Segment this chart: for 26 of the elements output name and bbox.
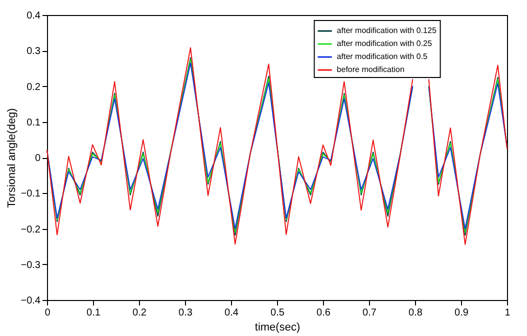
x-tick-label: 0 xyxy=(44,308,51,318)
x-tick-label: 1 xyxy=(504,308,511,318)
y-tick-label: −0.2 xyxy=(20,224,41,236)
x-tick-label: 0.4 xyxy=(224,308,239,318)
legend-label: before modification xyxy=(336,65,404,74)
y-axis-title: Torsional angle(deg) xyxy=(6,108,18,208)
x-tick-label: 0.5 xyxy=(270,308,285,318)
y-tick-label: 0.3 xyxy=(26,46,41,58)
y-tick-label: −0.4 xyxy=(20,296,41,306)
x-tick-label: 0.1 xyxy=(86,308,101,318)
y-tick-label: 0.4 xyxy=(26,10,41,22)
x-tick-label: 0.2 xyxy=(132,308,147,318)
y-tick-label: 0.2 xyxy=(26,82,41,93)
x-tick-label: 0.8 xyxy=(408,308,423,318)
legend-label: after modification with 0.25 xyxy=(336,39,433,48)
y-tick-label: −0.1 xyxy=(20,188,41,200)
y-tick-label: 0.1 xyxy=(26,117,41,128)
x-tick-label: 0.7 xyxy=(362,308,377,318)
y-tick-label: 0 xyxy=(34,153,41,164)
x-tick-label: 0.9 xyxy=(454,308,469,318)
legend-label: after modification with 0.5 xyxy=(336,52,428,61)
x-tick-label: 0.3 xyxy=(178,308,193,318)
x-tick-label: 0.6 xyxy=(316,308,331,318)
x-axis-title: time(sec) xyxy=(254,322,300,334)
y-tick-label: −0.3 xyxy=(20,260,41,271)
legend-label: after modification with 0.125 xyxy=(336,26,437,35)
